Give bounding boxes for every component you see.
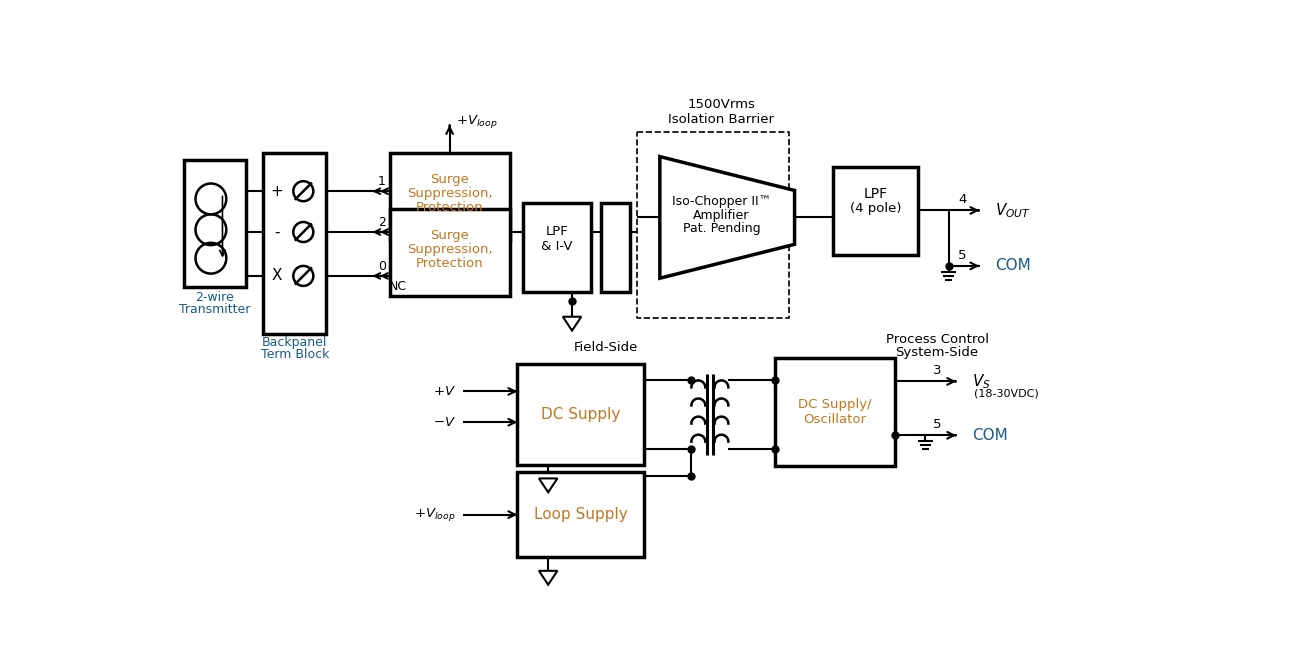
Text: 4: 4: [958, 193, 967, 206]
Text: X: X: [272, 269, 283, 283]
Text: Process Control: Process Control: [886, 333, 989, 346]
Polygon shape: [660, 156, 795, 278]
Text: $V_{OUT}$: $V_{OUT}$: [994, 201, 1031, 220]
Text: $+V_{loop}$: $+V_{loop}$: [456, 113, 498, 131]
Bar: [263, 152, 326, 333]
Text: Backpanel: Backpanel: [262, 336, 328, 349]
Text: Suppression,: Suppression,: [407, 243, 493, 256]
Text: Surge: Surge: [430, 173, 469, 186]
Bar: [600, 203, 630, 292]
Text: 1500Vrms: 1500Vrms: [688, 97, 756, 111]
Text: 2: 2: [377, 216, 385, 229]
Bar: [390, 152, 510, 240]
Text: LPF: LPF: [545, 225, 569, 238]
Bar: [517, 472, 645, 557]
Bar: [183, 160, 245, 288]
Text: Amplifier: Amplifier: [693, 209, 749, 221]
Text: LPF: LPF: [863, 186, 887, 200]
Text: 3: 3: [933, 364, 942, 377]
Text: 5: 5: [933, 418, 942, 431]
Text: (4 pole): (4 pole): [850, 202, 901, 215]
Text: COM: COM: [972, 428, 1007, 443]
Text: Suppression,: Suppression,: [407, 187, 493, 200]
Text: $-V$: $-V$: [432, 416, 456, 429]
Text: (18-30VDC): (18-30VDC): [973, 389, 1039, 398]
Bar: [523, 203, 591, 292]
Text: NC: NC: [389, 280, 407, 293]
Text: Pat. Pending: Pat. Pending: [683, 223, 760, 235]
Text: -: -: [274, 225, 280, 239]
Text: $+V$: $+V$: [432, 385, 456, 398]
Bar: [390, 209, 510, 296]
Text: 1: 1: [377, 176, 385, 188]
Text: & I-V: & I-V: [541, 240, 572, 253]
Text: $V_S$: $V_S$: [972, 372, 990, 391]
Text: +: +: [271, 184, 283, 199]
Text: Loop Supply: Loop Supply: [533, 507, 627, 522]
Text: Field-Side: Field-Side: [574, 341, 638, 354]
Text: COM: COM: [994, 259, 1031, 273]
Text: DC Supply: DC Supply: [541, 407, 620, 422]
Text: Surge: Surge: [430, 229, 469, 243]
Text: Iso-Chopper II™: Iso-Chopper II™: [672, 195, 772, 208]
Bar: [776, 358, 895, 466]
Text: System-Side: System-Side: [896, 346, 979, 359]
Text: Oscillator: Oscillator: [803, 414, 866, 426]
Text: 5: 5: [958, 249, 967, 262]
Text: $+V_{loop}$: $+V_{loop}$: [414, 506, 456, 523]
Bar: [833, 166, 918, 255]
Text: Protection: Protection: [415, 257, 483, 270]
Text: Protection: Protection: [415, 201, 483, 214]
Text: Term Block: Term Block: [261, 348, 329, 361]
Text: 2-wire: 2-wire: [195, 291, 234, 304]
Text: Transmitter: Transmitter: [179, 302, 250, 316]
Text: DC Supply/: DC Supply/: [798, 398, 871, 411]
Text: Isolation Barrier: Isolation Barrier: [668, 113, 774, 126]
Bar: [517, 365, 645, 465]
Text: 0: 0: [377, 260, 386, 273]
